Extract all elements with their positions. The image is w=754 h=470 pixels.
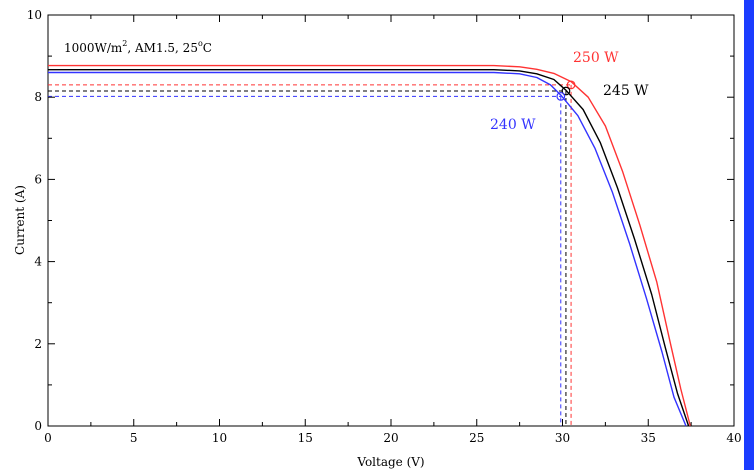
x-tick-label: 20: [383, 431, 398, 445]
x-tick-label: 35: [641, 431, 656, 445]
mpp-markers: [556, 80, 576, 101]
y-tick-label: 4: [34, 255, 42, 269]
axis-ticks: 0 5 10 15 20 25 30 35 40 0 2 4 6 8 10: [27, 8, 742, 445]
mpp-marker-240w: [556, 91, 566, 101]
iv-curve-245w: [48, 69, 690, 427]
y-tick-label: 8: [34, 90, 42, 104]
annotation-middle: , AM1.5, 25: [127, 41, 198, 55]
y-tick-label: 10: [27, 8, 42, 22]
iv-curve-240w: [48, 71, 687, 427]
series-label-245w: 245 W: [603, 83, 649, 99]
annotation-end: C: [203, 41, 212, 55]
plot-area-frame: [47, 14, 735, 427]
y-tick-label: 2: [34, 337, 42, 351]
mpp-marker-245w: [561, 86, 571, 96]
iv-curve-250w: [48, 64, 691, 427]
y-axis-title: Current (A): [13, 185, 27, 255]
x-tick-label: 5: [130, 431, 138, 445]
x-tick-label: 15: [298, 431, 313, 445]
y-tick-label: 0: [34, 419, 42, 433]
x-tick-label: 40: [726, 431, 741, 445]
x-tick-label: 25: [469, 431, 484, 445]
iv-curves: [48, 64, 691, 427]
window-edge-strip: [744, 0, 754, 470]
annotation-main: 1000W/m: [64, 41, 123, 55]
x-tick-label: 30: [555, 431, 570, 445]
x-axis-title: Voltage (V): [356, 455, 424, 469]
x-tick-label: 10: [212, 431, 227, 445]
y-tick-label: 6: [34, 172, 42, 186]
x-tick-label: 0: [44, 431, 52, 445]
mpp-marker-250w: [566, 80, 576, 90]
annotation-superscript-2: 2: [122, 39, 127, 48]
mpp-guide-lines: [48, 84, 572, 426]
series-label-250w: 250 W: [573, 50, 619, 66]
series-label-240w: 240 W: [490, 117, 536, 133]
annotation-superscript-degree: o: [198, 39, 203, 48]
test-conditions-annotation: 1000W/m2, AM1.5, 25oC: [64, 39, 212, 55]
